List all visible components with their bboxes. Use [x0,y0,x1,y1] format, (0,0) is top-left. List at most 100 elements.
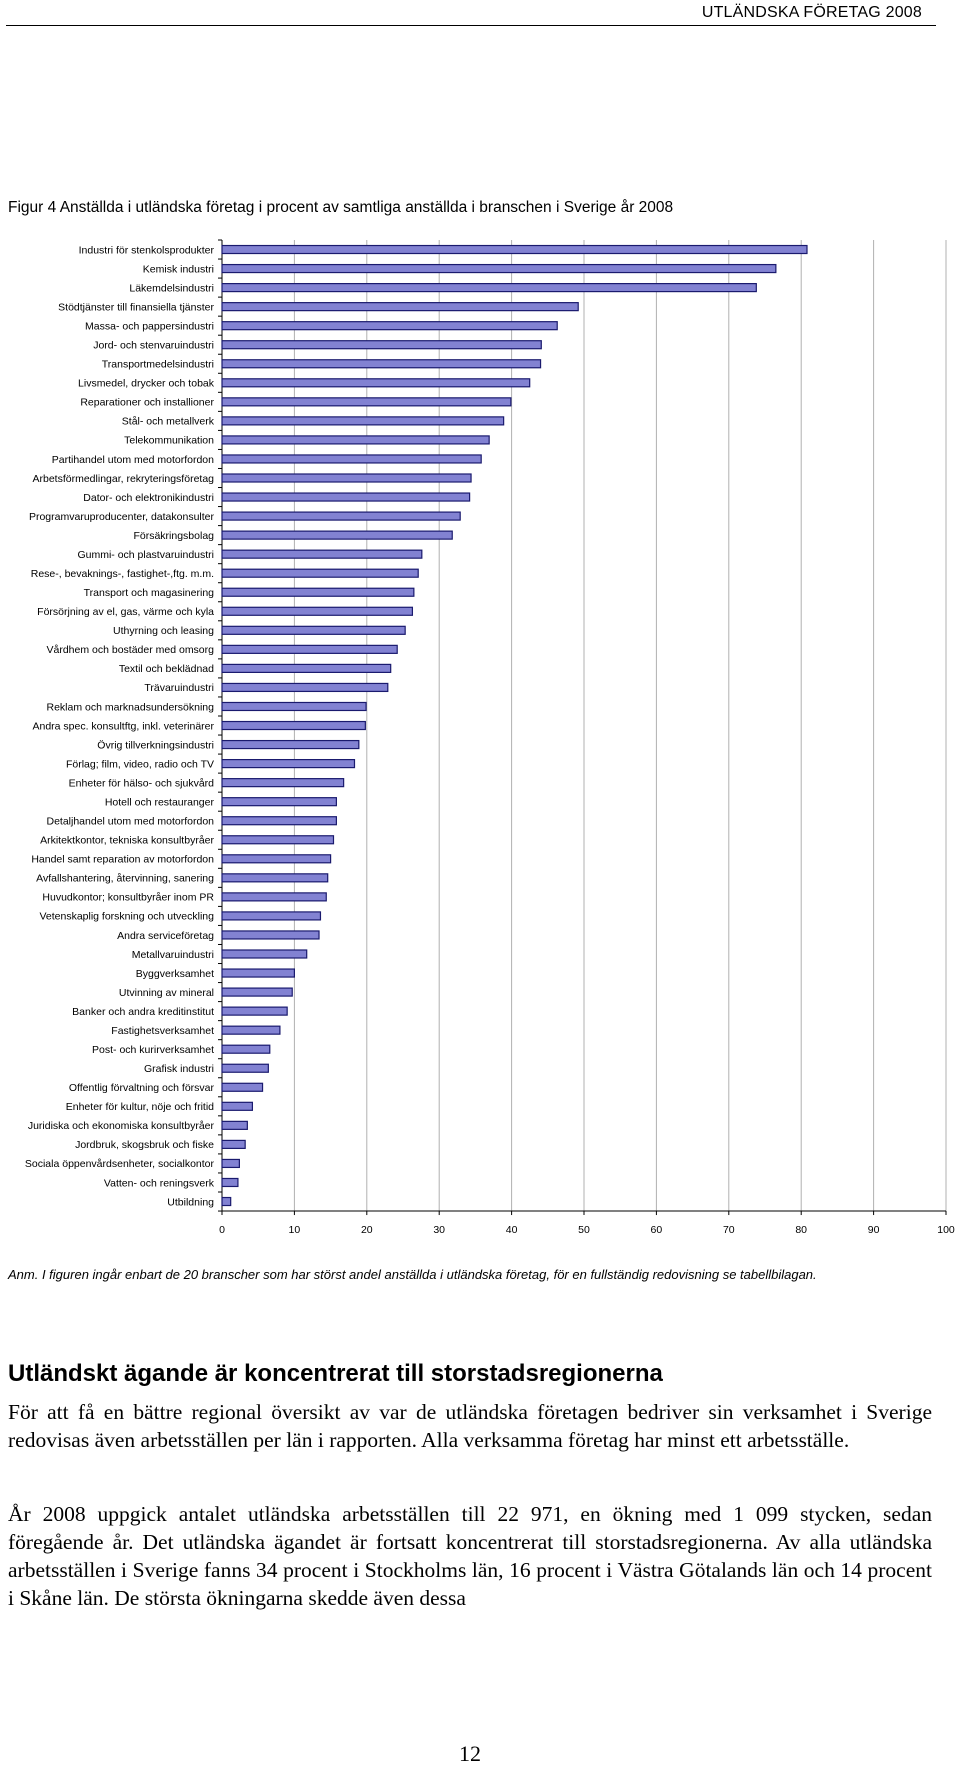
category-label: Massa- och pappersindustri [85,320,214,332]
bar [221,587,415,597]
section-heading: Utländskt ägande är koncentrerat till st… [8,1360,663,1387]
bar [221,1120,248,1130]
bar [221,663,392,673]
category-label: Enheter för kultur, nöje och fritid [66,1101,214,1113]
category-label: Metallvaruindustri [132,949,214,961]
bar [221,1101,254,1111]
bar [221,968,296,978]
bar [221,1196,232,1207]
category-label: Byggverksamhet [136,968,214,980]
bar [221,854,332,864]
page-number: 12 [459,1741,481,1766]
category-label: Läkemdelsindustri [129,282,214,294]
bar [221,378,531,388]
bar [221,359,542,369]
bar [221,435,490,445]
x-tick-label: 70 [723,1224,735,1236]
x-tick-label: 90 [868,1224,880,1236]
bar [221,454,482,464]
category-label: Enheter för hälso- och sjukvård [69,777,214,789]
bar [221,835,335,845]
category-label: Offentlig förvaltning och försvar [69,1082,215,1094]
category-label: Juridiska och ekonomiska konsultbyråer [28,1120,215,1132]
bar [221,739,360,750]
bar [221,397,512,407]
figure-note: Anm. I figuren ingår enbart de 20 bransc… [8,1267,817,1282]
x-tick-label: 10 [289,1224,301,1236]
x-tick-label: 50 [578,1224,590,1236]
category-label: Telekommunikation [124,435,214,447]
category-label: Handel samt reparation av motorfordon [31,854,214,866]
category-label: Hotell och restauranger [105,796,215,808]
bar [221,282,757,293]
bar [221,987,293,997]
category-label: Förlag; film, video, radio och TV [66,758,214,770]
category-label: Övrig tillverkningsindustri [97,739,214,751]
category-label: Detaljhandel utom med motorfordon [46,816,214,828]
x-tick-label: 40 [506,1224,518,1236]
category-label: Industri för stenkolsprodukter [79,244,215,256]
category-label: Reparationer och installioner [80,397,214,409]
category-label: Banker och andra kreditinstitut [72,1006,214,1018]
bar [221,263,777,274]
bar [221,1177,239,1188]
category-label: Sociala öppenvårdsenheter, socialkontor [25,1158,215,1170]
x-tick-label: 30 [433,1224,445,1236]
x-tick-label: 100 [937,1224,955,1236]
bar [221,416,505,426]
category-label: Jord- och stenvaruindustri [93,340,214,352]
bar [221,244,808,255]
bar [221,511,461,521]
category-label: Försäkringsbolag [133,530,214,542]
category-label: Uthyrning och leasing [113,625,214,637]
bar [221,1006,288,1016]
bar [221,1082,264,1092]
paragraph-2: År 2008 uppgick antalet utländska arbets… [8,1502,932,1610]
figure-title: Figur 4 Anställda i utländska företag i … [8,199,674,216]
category-label: Fastighetsverksamhet [111,1025,214,1037]
bar [221,492,471,502]
category-label: Jordbruk, skogsbruk och fiske [75,1139,214,1151]
bar [221,340,542,350]
category-label: Kemisk industri [143,263,214,275]
category-label: Utbildning [167,1196,214,1208]
paragraph-1: För att få en bättre regional översikt a… [8,1400,932,1452]
category-label: Transportmedelsindustri [102,359,214,371]
bar [221,701,367,712]
category-label: Arbetsförmedlingar, rekryteringsföretag [33,473,215,485]
category-label: Vatten- och reningsverk [104,1177,215,1189]
category-label: Partihandel utom med motorfordon [52,454,214,466]
bar [221,873,329,883]
x-tick-label: 0 [219,1224,225,1236]
bar [221,1025,281,1035]
bar [221,644,398,654]
category-label: Vetenskaplig forskning och utveckling [39,911,214,923]
bar [221,1158,240,1169]
category-label: Dator- och elektronikindustri [83,492,214,504]
category-label: Avfallshantering, återvinning, sanering [36,873,214,885]
bar [221,549,423,559]
x-tick-label: 60 [651,1224,663,1236]
category-label: Reklam och marknadsundersökning [46,701,214,713]
header-rule [6,25,936,26]
category-label: Livsmedel, drycker och tobak [78,378,215,390]
category-label: Post- och kurirverksamhet [92,1044,214,1056]
bar [221,530,453,540]
category-label: Gummi- och plastvaruindustri [77,549,214,561]
bar [221,1063,269,1073]
bar [221,720,366,731]
bar [221,568,419,578]
x-tick-label: 20 [361,1224,373,1236]
bar [221,892,327,902]
category-label: Andra spec. konsultftg, inkl. veterinäre… [32,720,214,732]
category-label: Försörjning av el, gas, värme och kyla [37,606,214,618]
category-label: Arkitektkontor, tekniska konsultbyråer [40,835,214,847]
bar [221,606,414,616]
bar [221,758,356,769]
bar [221,473,472,483]
bar [221,778,345,788]
running-header: UTLÄNDSKA FÖRETAG 2008 [701,4,922,21]
category-label: Transport och magasinering [84,587,215,599]
bar [221,930,320,940]
category-label: Vårdhem och bostäder med omsorg [46,644,214,656]
